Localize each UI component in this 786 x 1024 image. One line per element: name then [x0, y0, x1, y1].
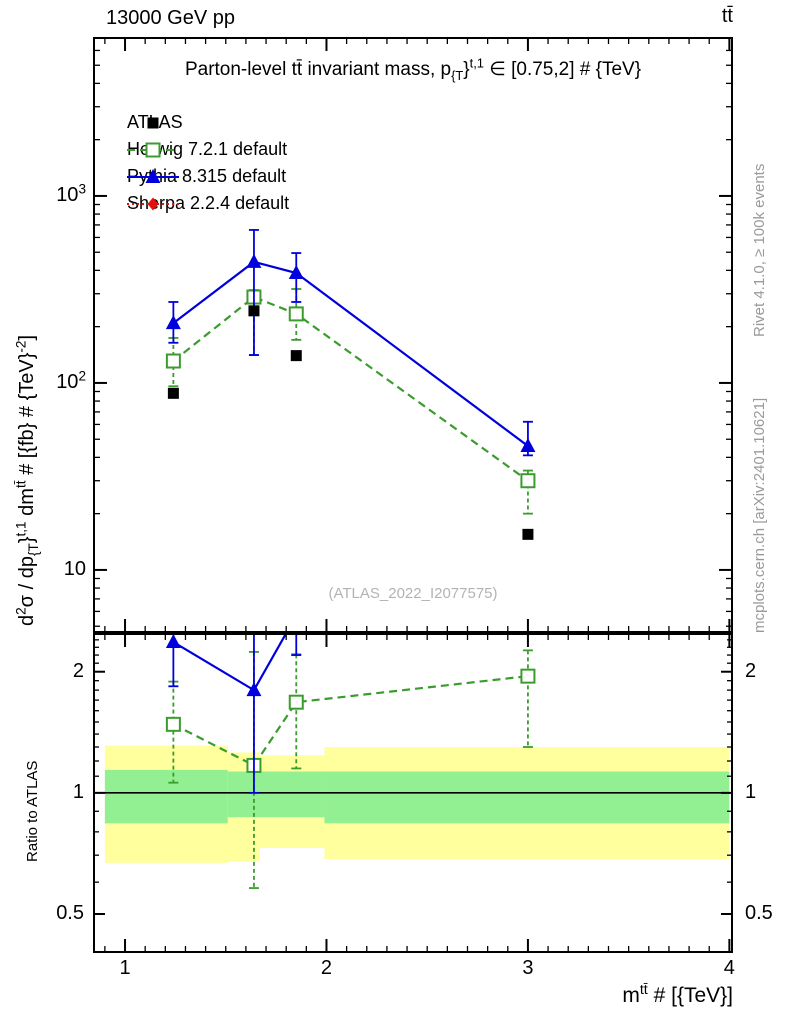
main-plot-panel — [93, 37, 733, 633]
y-ratio-tick-label-left: 0.5 — [56, 902, 84, 924]
pythia-ratio-line — [172, 633, 288, 692]
uncertainty-band-green — [227, 771, 261, 818]
legend-label: Herwig 7.2.1 default — [127, 139, 288, 159]
pythia-line — [172, 260, 529, 447]
x-tick-label: 4 — [723, 957, 735, 979]
herwig-ratio-marker — [288, 694, 304, 710]
herwig-marker — [520, 473, 536, 489]
atlas-marker — [248, 305, 260, 317]
sherpa-marker-icon — [127, 197, 179, 210]
herwig-ratio-line — [172, 675, 529, 767]
plot-title: Parton-level tt̄ invariant mass, p{T}t,1… — [184, 55, 642, 83]
herwig-marker-icon — [127, 142, 179, 157]
herwig-line — [172, 295, 529, 482]
analysis-watermark: (ATLAS_2022_I2077575) — [328, 585, 498, 602]
legend-item-sherpa: Sherpa 2.2.4 default — [127, 190, 289, 217]
atlas-marker — [290, 350, 302, 362]
y-ratio-tick-label-right: 2 — [745, 659, 757, 682]
legend-marker-sample — [147, 117, 159, 128]
y-ratio-tick-label-right: 1 — [745, 780, 757, 803]
herwig-ratio-marker — [165, 716, 181, 732]
uncertainty-band-green — [324, 771, 730, 824]
y-main-tick-label: 103 — [56, 181, 86, 206]
legend-marker-sample — [147, 197, 159, 210]
legend-marker-sample — [145, 168, 161, 183]
pythia-marker-icon — [127, 168, 179, 183]
pythia-marker — [288, 265, 304, 280]
legend-item-pythia: Pythia 8.315 default — [127, 163, 289, 190]
atlas-marker — [522, 528, 534, 540]
x-axis-title: mtt̄ # [{TeV}] — [622, 982, 733, 1007]
legend-item-atlas: ATLAS — [127, 109, 289, 136]
x-tick-label: 1 — [119, 957, 131, 979]
pythia-ratio-marker — [165, 634, 181, 649]
legend-marker-sample — [145, 142, 161, 157]
atlas-marker — [167, 387, 179, 399]
y-main-tick-label: 10 — [63, 557, 86, 580]
rivet-version-note: Rivet 4.1.0, ≥ 100k events — [751, 163, 768, 337]
legend-item-herwig: Herwig 7.2.1 default — [127, 136, 289, 163]
legend-label: Sherpa 2.2.4 default — [127, 193, 290, 213]
pythia-marker — [165, 315, 181, 330]
herwig-marker — [288, 306, 304, 322]
main-panel-frame — [93, 37, 733, 633]
pythia-marker — [246, 253, 262, 268]
herwig-ratio-marker — [520, 668, 536, 684]
ratio-axis-title: Ratio to ATLAS — [24, 760, 41, 862]
uncertainty-band-green — [260, 771, 325, 818]
x-tick-label: 3 — [522, 957, 534, 979]
y-ratio-tick-label-left: 2 — [72, 659, 84, 682]
atlas-marker-icon — [147, 117, 159, 128]
legend: ATLAS Herwig 7.2.1 default Pythia 8.315 … — [127, 109, 289, 217]
pythia-marker — [520, 438, 536, 453]
beam-energy-label: 13000 GeV pp — [106, 7, 235, 29]
herwig-marker — [165, 353, 181, 369]
legend-label: Pythia 8.315 default — [127, 166, 287, 186]
ratio-panel-frame — [93, 633, 733, 953]
process-label: tt̄ — [721, 5, 733, 27]
y-ratio-tick-label-right: 0.5 — [745, 902, 773, 924]
y-ratio-tick-label-left: 1 — [72, 780, 84, 803]
ratio-plot-panel — [93, 633, 733, 953]
x-tick-label: 2 — [320, 957, 333, 979]
mcplots-arxiv-note: mcplots.cern.ch [arXiv:2401.10621] — [751, 397, 768, 633]
pythia-ratio-marker — [246, 682, 262, 697]
uncertainty-band-green — [104, 769, 228, 824]
y-main-tick-label: 102 — [56, 368, 86, 393]
